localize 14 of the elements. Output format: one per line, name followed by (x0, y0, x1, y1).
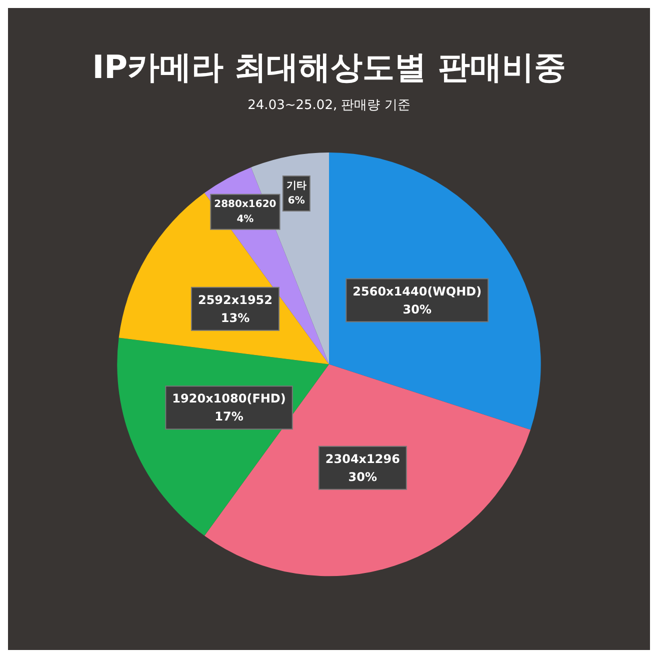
data-label: 13% (220, 310, 250, 325)
data-label: 30% (348, 470, 378, 484)
slice-label: 2880x1620 (214, 198, 276, 210)
slice-label: 1920x1080(FHD) (172, 392, 286, 406)
data-label: 4% (236, 214, 254, 225)
data-label: 6% (288, 195, 305, 206)
chart-title: IP카메라 최대해상도별 판매비중 (92, 48, 566, 86)
slice-label: 2560x1440(WQHD) (352, 284, 482, 298)
chart-subtitle: 24.03~25.02, 판매량 기준 (248, 98, 410, 113)
data-label: 30% (402, 302, 432, 316)
slice-label: 기타 (286, 180, 306, 192)
slice-label: 2592x1952 (198, 292, 273, 307)
slice-label: 2304x1296 (325, 452, 400, 466)
data-label: 17% (214, 410, 244, 424)
